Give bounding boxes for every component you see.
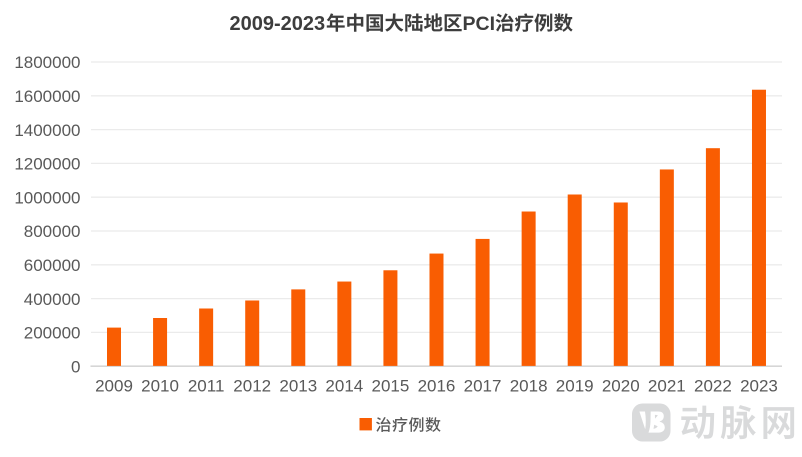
- svg-text:1800000: 1800000: [14, 53, 80, 72]
- svg-text:1400000: 1400000: [14, 121, 80, 140]
- svg-text:2016: 2016: [418, 377, 456, 396]
- svg-text:2010: 2010: [141, 377, 179, 396]
- svg-text:2018: 2018: [510, 377, 548, 396]
- svg-text:2023: 2023: [740, 377, 778, 396]
- svg-text:2020: 2020: [602, 377, 640, 396]
- svg-text:2021: 2021: [648, 377, 686, 396]
- svg-text:PCI: PCI: [463, 13, 496, 35]
- svg-text:1200000: 1200000: [14, 155, 80, 174]
- svg-text:600000: 600000: [24, 256, 81, 275]
- svg-text:2009-2023: 2009-2023: [230, 13, 326, 35]
- svg-text:2017: 2017: [464, 377, 502, 396]
- svg-text:200000: 200000: [24, 324, 81, 343]
- svg-text:2014: 2014: [325, 377, 363, 396]
- svg-text:2009: 2009: [95, 377, 133, 396]
- svg-text:2019: 2019: [556, 377, 594, 396]
- svg-text:2011: 2011: [188, 377, 225, 396]
- svg-text:1600000: 1600000: [14, 87, 80, 106]
- svg-text:400000: 400000: [24, 290, 81, 309]
- svg-text:0: 0: [71, 357, 80, 376]
- svg-text:1000000: 1000000: [14, 188, 80, 207]
- svg-text:2022: 2022: [694, 377, 732, 396]
- svg-text:2013: 2013: [279, 377, 317, 396]
- svg-text:2015: 2015: [372, 377, 410, 396]
- svg-text:800000: 800000: [24, 222, 81, 241]
- svg-text:2012: 2012: [233, 377, 271, 396]
